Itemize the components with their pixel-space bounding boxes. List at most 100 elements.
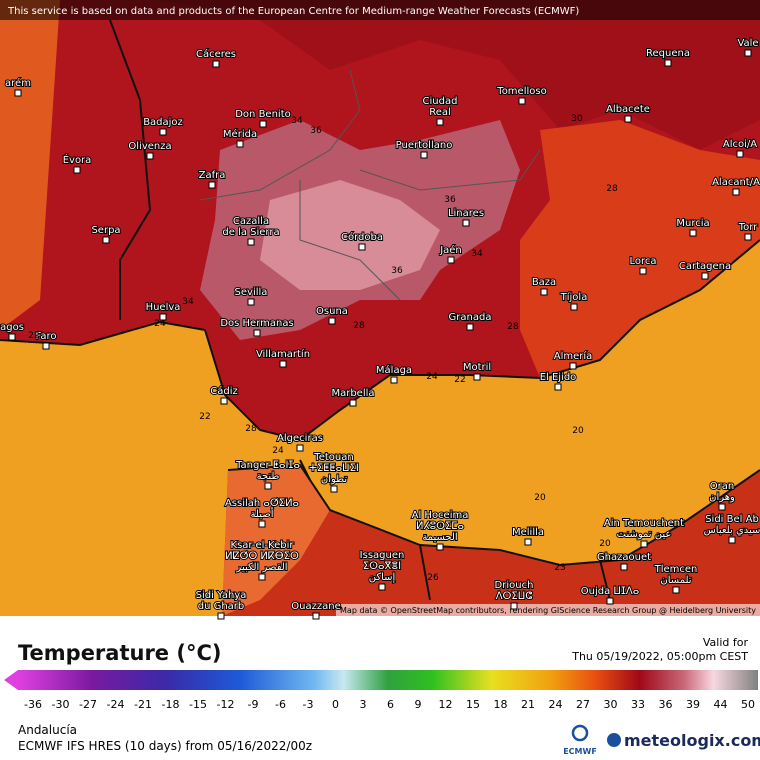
- place-label: Córdoba: [341, 231, 383, 243]
- model: ECMWF IFS HRES (10 days) from 05/16/2022…: [18, 739, 312, 753]
- land-north: [0, 0, 760, 150]
- colorbar-tick-label: 3: [360, 698, 367, 711]
- place-label: Marbella: [331, 388, 374, 399]
- place-marker: [718, 503, 726, 511]
- place-label: سيدي بلعباس: [704, 525, 760, 536]
- place-label: ⵍⵃⵓⵙⵉⵎⴰ: [416, 521, 464, 532]
- place-label: Driouch: [495, 580, 534, 591]
- place-marker: [570, 303, 578, 311]
- place-label: القصر الكبير: [235, 562, 287, 573]
- place-label: Sidi Bel Ab: [705, 514, 759, 525]
- place-marker: [524, 538, 532, 546]
- place-marker: [42, 342, 50, 350]
- place-marker: [358, 243, 366, 251]
- place-label: عين تموشنت: [617, 529, 672, 540]
- place-label: أصيلة: [251, 507, 274, 520]
- map-credit: Map data © OpenStreetMap contributors, r…: [340, 606, 756, 615]
- place-marker: [510, 602, 518, 610]
- place-marker: [212, 60, 220, 68]
- colorbar-tick-label: 15: [466, 698, 480, 711]
- contour-label: 23: [554, 563, 565, 573]
- contour-label: 36: [391, 266, 403, 276]
- place-marker: [744, 233, 752, 241]
- place-label: Zafra: [199, 170, 226, 181]
- place-marker: [8, 333, 16, 341]
- place-label: agos: [0, 322, 24, 333]
- colorbar-tick-label: 33: [631, 698, 645, 711]
- place-label: Don Benito: [235, 109, 291, 120]
- contour-label: 28: [507, 322, 519, 332]
- place-marker: [420, 151, 428, 159]
- colorbar-tick-label: -18: [162, 698, 180, 711]
- place-label: تلمسان: [660, 575, 691, 586]
- place-label: Vale: [737, 38, 758, 49]
- place-label: Cazalla: [233, 216, 269, 227]
- colorbar: [18, 670, 758, 690]
- contour-label: 22: [199, 412, 210, 422]
- colorbar-tick-label: 18: [494, 698, 508, 711]
- place-label: du Gharb: [198, 601, 245, 612]
- credit-bar: [336, 604, 760, 616]
- place-marker: [14, 89, 22, 97]
- place-marker: [554, 383, 562, 391]
- place-label: وهران: [709, 492, 735, 503]
- place-label: Ain Temouchent: [604, 518, 684, 529]
- place-label: Ghazaouet: [597, 552, 651, 563]
- place-marker: [378, 583, 386, 591]
- place-label: Ciudad: [423, 96, 458, 107]
- attribution: This service is based on data and produc…: [7, 6, 579, 17]
- place-marker: [620, 563, 628, 571]
- colorbar-tick-label: -21: [134, 698, 152, 711]
- place-marker: [73, 166, 81, 174]
- colorbar-tick-label: -24: [107, 698, 125, 711]
- contour-label: 34: [471, 249, 483, 259]
- place-marker: [466, 323, 474, 331]
- place-marker: [606, 597, 614, 605]
- place-marker: [159, 313, 167, 321]
- place-label: de la Sierra: [222, 227, 279, 238]
- place-marker: [159, 128, 167, 136]
- place-label: Melilla: [512, 527, 544, 538]
- place-label: Cádiz: [210, 385, 238, 397]
- valid-label: Valid for: [703, 636, 749, 649]
- colorbar-arrow: [4, 670, 18, 690]
- place-label: Villamartín: [256, 348, 310, 360]
- place-label: Requena: [646, 48, 690, 59]
- place-marker: [390, 376, 398, 384]
- place-marker: [540, 288, 548, 296]
- se-warm: [520, 120, 760, 378]
- place-label: تطوان: [321, 474, 347, 485]
- place-label: Badajoz: [143, 117, 183, 128]
- contour-label: 24: [426, 372, 438, 382]
- place-label: Al Hoceima: [412, 510, 469, 521]
- place-marker: [279, 360, 287, 368]
- colorbar-tick-label: -36: [24, 698, 42, 711]
- place-label: Real: [429, 107, 451, 118]
- place-label: Serpa: [91, 225, 120, 236]
- place-label: Osuna: [316, 306, 348, 317]
- place-label: Tlemcen: [654, 564, 698, 575]
- place-marker: [728, 536, 736, 544]
- contour-label: 20: [599, 539, 611, 549]
- colorbar-tick-label: 6: [387, 698, 394, 711]
- place-label: Faro: [36, 331, 57, 342]
- place-marker: [312, 612, 320, 620]
- place-marker: [247, 238, 255, 246]
- contour-label: 22: [454, 375, 465, 385]
- place-label: Tetouan: [313, 452, 353, 463]
- place-label: Torr: [738, 222, 758, 233]
- place-label: Motril: [463, 362, 491, 373]
- place-label: Issaguen: [360, 550, 405, 561]
- place-marker: [569, 362, 577, 370]
- place-label: Almería: [554, 350, 593, 362]
- place-label: Dos Hermanas: [220, 318, 293, 329]
- place-marker: [639, 267, 647, 275]
- place-marker: [624, 115, 632, 123]
- ecmwf-icon: [571, 724, 589, 742]
- contour-label: 36: [444, 195, 456, 205]
- hottest-zone: [260, 180, 440, 290]
- place-label: Sidi Yahya: [196, 590, 247, 601]
- place-label: Oran: [710, 481, 734, 492]
- contour-label: 20: [572, 426, 584, 436]
- place-marker: [217, 612, 225, 620]
